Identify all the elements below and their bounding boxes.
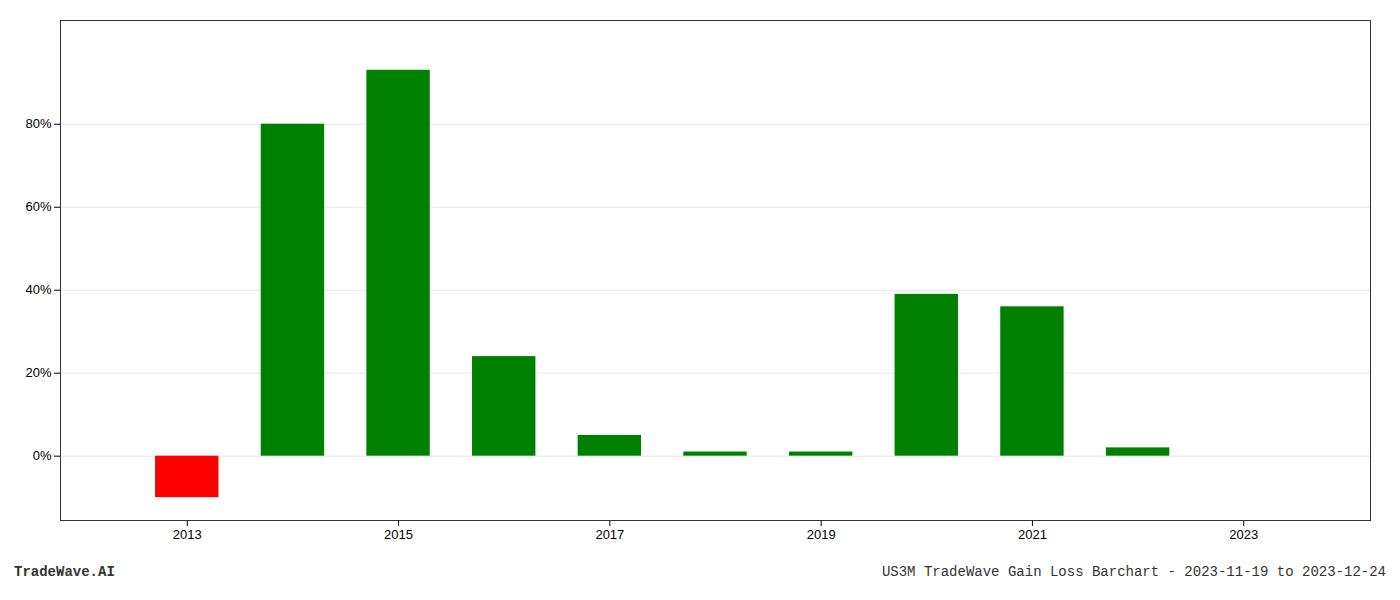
svg-text:60%: 60% [25, 199, 51, 214]
svg-text:0%: 0% [33, 448, 52, 463]
html-text:US3M TradeWave Gain Loss Barch: US3M TradeWave Gain Loss Barchart - 2023… [881, 564, 1386, 580]
svg-text:2013: 2013 [173, 527, 202, 542]
html-text:TradeWave.AI: TradeWave.AI [14, 564, 115, 580]
svg-text:80%: 80% [25, 116, 51, 131]
svg-text:2023: 2023 [1229, 527, 1258, 542]
svg-text:20%: 20% [25, 365, 51, 380]
svg-text:40%: 40% [25, 282, 51, 297]
svg-text:2021: 2021 [1018, 527, 1047, 542]
svg-text:2017: 2017 [595, 527, 624, 542]
svg-text:2019: 2019 [807, 527, 836, 542]
svg-text:2015: 2015 [384, 527, 413, 542]
